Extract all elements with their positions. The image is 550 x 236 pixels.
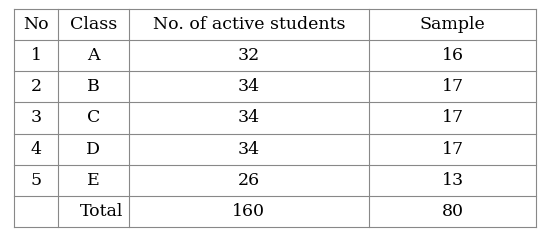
Text: 34: 34 (238, 140, 260, 157)
Text: 34: 34 (238, 110, 260, 126)
Text: 17: 17 (442, 140, 464, 157)
Text: Sample: Sample (420, 17, 486, 34)
Text: 80: 80 (442, 202, 464, 219)
Text: 2: 2 (30, 79, 41, 96)
Text: 26: 26 (238, 172, 260, 189)
Text: 32: 32 (238, 47, 260, 64)
Text: 3: 3 (30, 110, 41, 126)
Text: 16: 16 (442, 47, 464, 64)
Text: A: A (87, 47, 100, 64)
Text: No: No (23, 17, 49, 34)
Text: 5: 5 (30, 172, 41, 189)
Text: 4: 4 (30, 140, 41, 157)
Text: 13: 13 (442, 172, 464, 189)
Text: D: D (86, 140, 101, 157)
Text: E: E (87, 172, 100, 189)
Text: C: C (87, 110, 100, 126)
Text: 1: 1 (30, 47, 41, 64)
Text: B: B (87, 79, 100, 96)
Text: Total: Total (80, 202, 123, 219)
Text: 160: 160 (232, 202, 265, 219)
Text: 17: 17 (442, 110, 464, 126)
Text: Class: Class (70, 17, 117, 34)
Text: 17: 17 (442, 79, 464, 96)
Text: 34: 34 (238, 79, 260, 96)
Text: No. of active students: No. of active students (153, 17, 345, 34)
